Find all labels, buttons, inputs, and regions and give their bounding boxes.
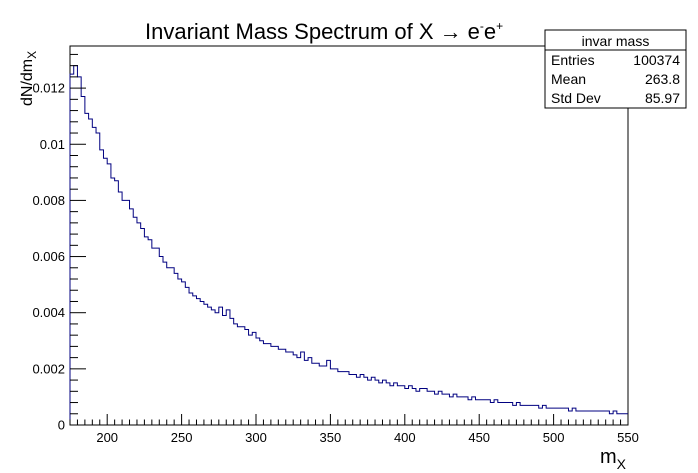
x-tick-label: 200 xyxy=(96,430,118,445)
y-tick-label: 0.004 xyxy=(32,305,65,320)
x-axis-ticks: 200 250 300 350 400 450 500 550 xyxy=(69,414,639,445)
plot-frame xyxy=(69,45,629,426)
x-axis-title: mX xyxy=(600,446,627,472)
x-tick-label: 550 xyxy=(617,430,639,445)
y-axis-title-sub: X xyxy=(25,51,39,59)
stats-label-stddev: Std Dev xyxy=(551,90,601,106)
stats-value-stddev: 85.97 xyxy=(645,90,680,106)
y-tick-label: 0.01 xyxy=(40,137,65,152)
stats-label-mean: Mean xyxy=(551,71,586,87)
stats-value-entries: 100374 xyxy=(633,52,680,68)
y-axis-title: dN/dmX xyxy=(19,51,39,106)
x-axis-title-sub: X xyxy=(617,456,627,472)
y-tick-label: 0 xyxy=(58,418,65,433)
x-axis-title-main: m xyxy=(600,446,617,468)
title-arrow: → xyxy=(440,19,462,44)
y-tick-label: 0.012 xyxy=(32,81,65,96)
title-charge1: - xyxy=(480,19,484,33)
x-tick-label: 300 xyxy=(245,430,267,445)
y-axis-ticks: 0 0.002 0.004 0.006 0.008 0.01 0.012 xyxy=(32,53,86,433)
title-particle1: e xyxy=(468,19,480,44)
x-tick-label: 500 xyxy=(543,430,565,445)
chart-title: Invariant Mass Spectrum of X → e-e+ xyxy=(145,19,503,44)
stats-label-entries: Entries xyxy=(551,52,595,68)
title-main: Invariant Mass Spectrum of X xyxy=(145,19,440,44)
x-tick-label: 450 xyxy=(468,430,490,445)
y-axis-title-main: dN/dm xyxy=(19,59,36,106)
histogram-line xyxy=(69,65,628,425)
y-tick-label: 0.006 xyxy=(32,249,65,264)
stats-box-frame xyxy=(544,29,687,109)
x-tick-label: 250 xyxy=(171,430,193,445)
x-tick-label: 400 xyxy=(394,430,416,445)
stats-value-mean: 263.8 xyxy=(645,71,680,87)
stats-box-title: invar mass xyxy=(582,33,650,49)
title-charge2: + xyxy=(496,19,503,33)
y-tick-label: 0.002 xyxy=(32,361,65,376)
x-tick-label: 350 xyxy=(320,430,342,445)
stats-box: invar mass Entries 100374 Mean 263.8 Std… xyxy=(544,29,687,109)
y-tick-label: 0.008 xyxy=(32,193,65,208)
title-particle2: e xyxy=(484,19,496,44)
